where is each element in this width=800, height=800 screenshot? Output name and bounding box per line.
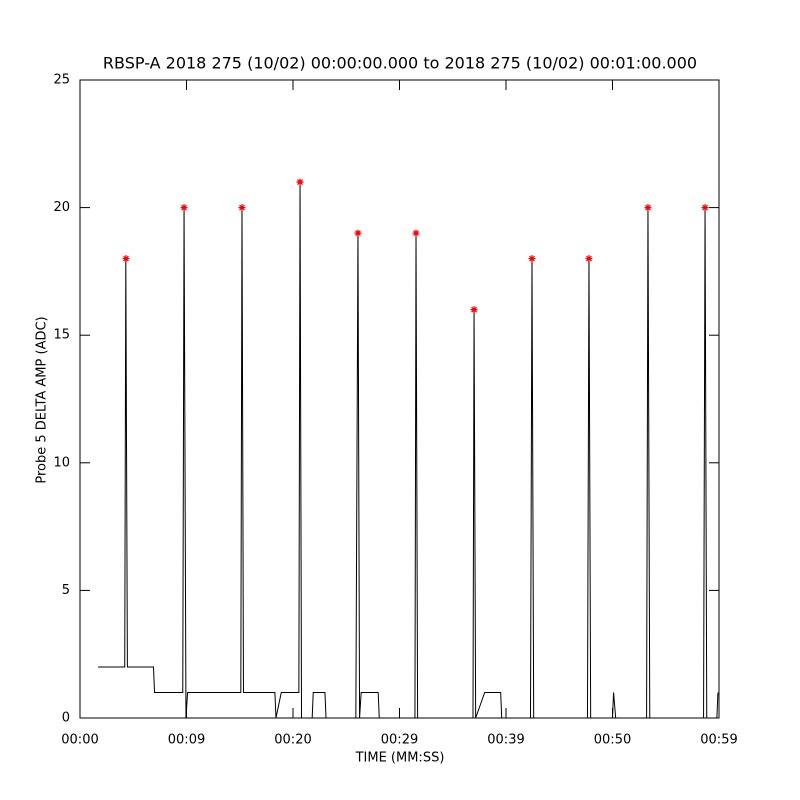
- y-tick-label: 20: [53, 200, 70, 215]
- x-tick-label: 00:29: [381, 733, 418, 748]
- peak-marker: [180, 204, 188, 212]
- x-tick-label: 00:09: [168, 733, 205, 748]
- plot-frame: [79, 79, 720, 719]
- y-tick-label: 15: [53, 328, 70, 343]
- x-axis-label: TIME (MM:SS): [355, 751, 445, 766]
- peak-marker: [701, 204, 709, 212]
- peak-marker: [585, 255, 593, 263]
- x-tick-label: 00:20: [274, 733, 311, 748]
- x-tick-label: 00:59: [700, 733, 737, 748]
- peak-marker: [238, 204, 246, 212]
- peak-marker: [644, 204, 652, 212]
- x-tick-label: 00:00: [61, 733, 98, 748]
- data-line: [98, 182, 719, 719]
- x-tick-label: 00:50: [594, 733, 631, 748]
- y-tick-label: 0: [62, 711, 70, 726]
- y-axis-label: Probe 5 DELTA AMP (ADC): [35, 316, 50, 483]
- y-tick-label: 5: [62, 583, 70, 598]
- chart-title: RBSP-A 2018 275 (10/02) 00:00:00.000 to …: [103, 54, 697, 73]
- y-tick-label: 25: [53, 73, 70, 88]
- peak-marker: [122, 255, 130, 263]
- peak-marker: [354, 229, 362, 237]
- peak-marker: [470, 306, 478, 314]
- x-tick-label: 00:39: [487, 733, 524, 748]
- peak-marker: [296, 178, 304, 186]
- y-tick-label: 10: [53, 455, 70, 470]
- peak-marker: [528, 255, 536, 263]
- peak-marker: [412, 229, 420, 237]
